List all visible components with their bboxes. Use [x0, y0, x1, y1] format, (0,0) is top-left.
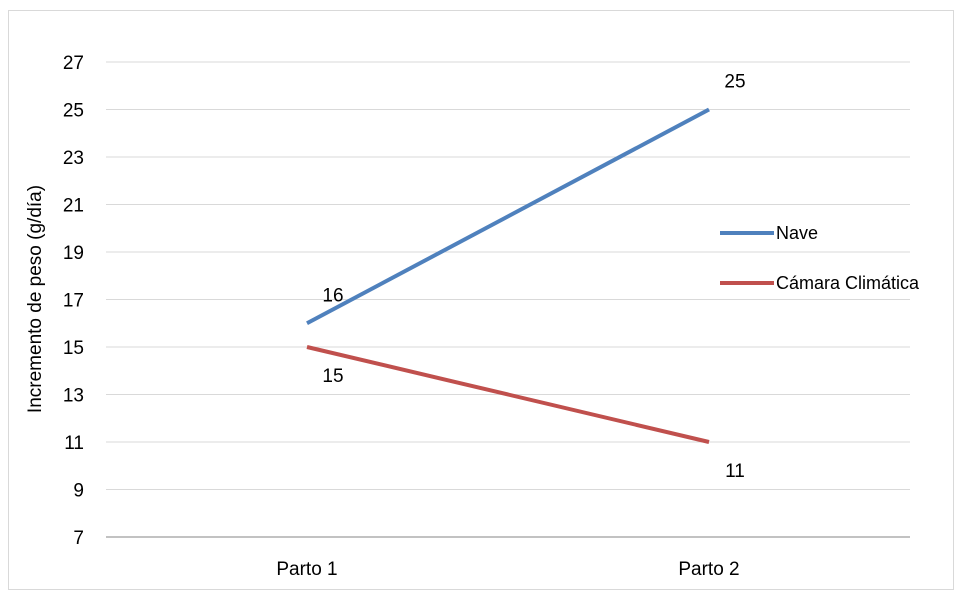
y-tick-label: 9 [73, 481, 84, 502]
y-tick-label: 7 [73, 528, 84, 549]
y-tick-label: 19 [63, 243, 84, 264]
axes: 7 9 11 13 15 17 19 21 23 25 27 Parto 1 Parto 2 [63, 53, 910, 580]
series-line-2 [306, 345, 710, 444]
legend: Nave Cámara Climática [720, 223, 920, 293]
x-tick-label: Parto 2 [678, 559, 739, 580]
gridlines [106, 61, 910, 490]
data-labels: 16 25 15 11 [322, 72, 745, 483]
data-label: 11 [725, 461, 745, 482]
y-tick-label: 23 [63, 148, 84, 169]
y-tick-label: 27 [63, 53, 84, 74]
data-label: 15 [322, 366, 343, 387]
y-tick-label: 17 [63, 291, 84, 312]
y-axis-title: Incremento de peso (g/día) [25, 185, 46, 413]
data-label: 16 [322, 285, 343, 306]
y-tick-label: 25 [63, 101, 84, 122]
y-tick-label: 15 [63, 338, 84, 359]
y-tick-label: 21 [63, 196, 84, 217]
y-tick-label: 11 [64, 433, 84, 454]
series-line-1 [306, 107, 710, 326]
x-tick-label: Parto 1 [276, 559, 337, 580]
legend-label: Nave [776, 223, 818, 243]
data-label: 25 [724, 72, 745, 93]
legend-label: Cámara Climática [776, 273, 920, 293]
y-tick-label: 13 [63, 386, 84, 407]
series-lines [306, 107, 710, 444]
